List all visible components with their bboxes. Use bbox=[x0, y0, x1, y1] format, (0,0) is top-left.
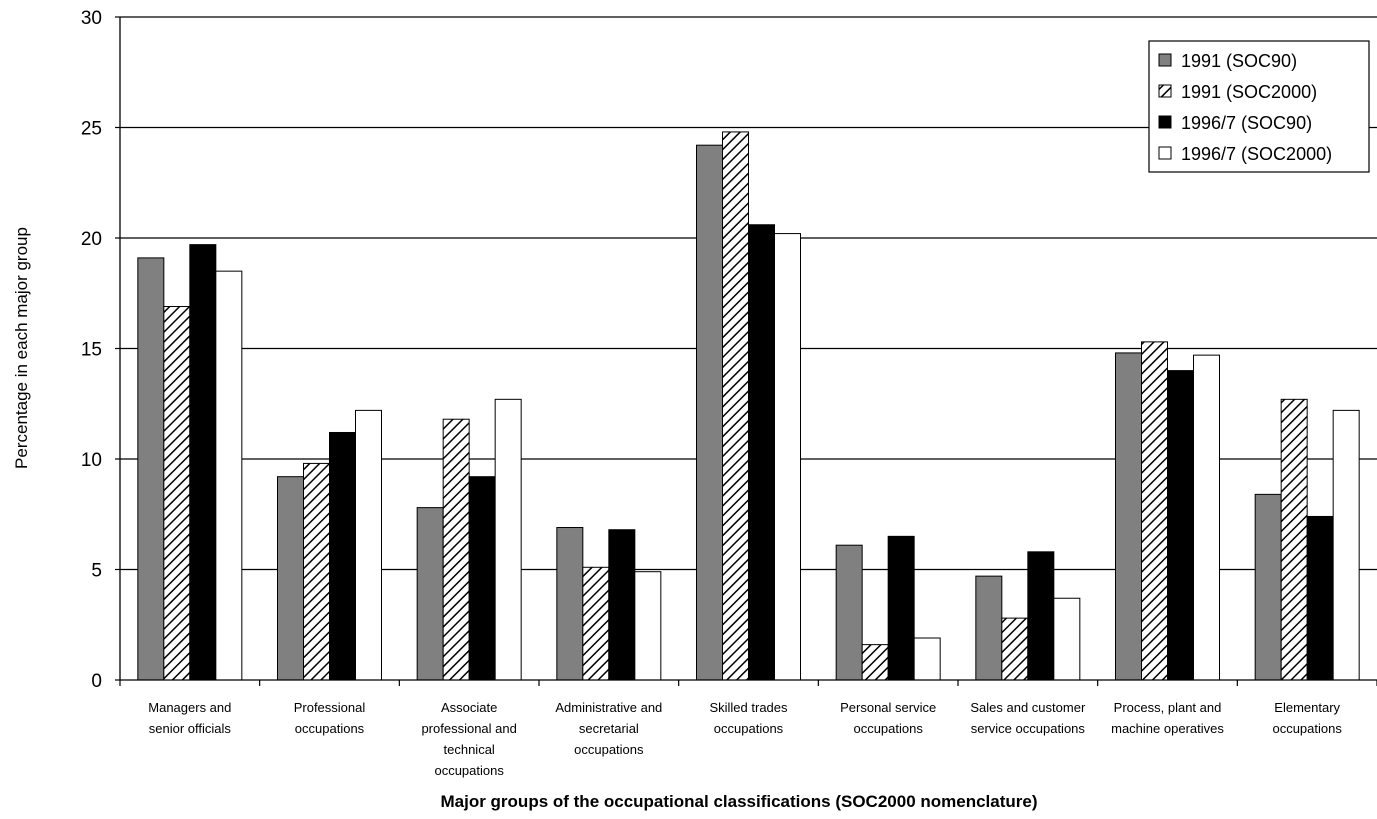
x-tick-label: Process, plant and machine operatives bbox=[1111, 700, 1224, 736]
bar bbox=[137, 257, 165, 681]
bar bbox=[861, 644, 889, 681]
bar bbox=[696, 144, 723, 681]
bar bbox=[303, 462, 330, 681]
bar bbox=[1115, 352, 1142, 681]
legend-label: 1991 (SOC90) bbox=[1181, 51, 1297, 71]
x-axis-title: Major groups of the occupational classif… bbox=[440, 792, 1037, 811]
bar bbox=[835, 544, 863, 681]
bar bbox=[215, 270, 243, 681]
bar bbox=[582, 566, 610, 681]
x-tick-label: Elementary occupations bbox=[1272, 700, 1342, 736]
bar bbox=[1001, 617, 1029, 681]
bar bbox=[608, 529, 636, 681]
bar bbox=[189, 244, 217, 681]
bar bbox=[494, 398, 522, 681]
y-tick-label: 5 bbox=[91, 561, 102, 582]
tick-labels: 0 5 10 15 20 25 30 Managers and senior officials… bbox=[81, 8, 1342, 778]
bars bbox=[137, 131, 1360, 681]
x-tick-label: Professional occupations bbox=[294, 700, 366, 736]
bar bbox=[1332, 409, 1360, 681]
bar bbox=[1254, 493, 1282, 681]
bar bbox=[468, 476, 496, 681]
bar bbox=[913, 637, 941, 681]
legend: 1991 (SOC90) 1991 (SOC2000) 1996/7 (SOC90)… bbox=[1148, 40, 1370, 173]
legend-box bbox=[1148, 40, 1370, 173]
y-axis-title: Percentage in each major group bbox=[12, 227, 31, 469]
y-tick-label: 25 bbox=[81, 119, 102, 140]
bar bbox=[416, 507, 444, 681]
y-tick-label: 20 bbox=[81, 229, 102, 250]
bar bbox=[442, 418, 470, 681]
bar bbox=[722, 131, 749, 681]
x-tick-label: Skilled trades occupations bbox=[709, 700, 788, 736]
x-tick-label: Personal service occupations bbox=[840, 700, 936, 736]
bar bbox=[748, 224, 775, 681]
y-tick-label: 15 bbox=[81, 340, 102, 361]
x-tick-label: Associate professional and technical occupa… bbox=[421, 700, 516, 778]
bar bbox=[163, 306, 191, 681]
x-tick-label: Administrative and secretarial occupations bbox=[555, 700, 662, 757]
bar bbox=[277, 476, 304, 681]
bar bbox=[634, 571, 662, 681]
x-tick-label: Sales and customer service occupations bbox=[970, 700, 1086, 736]
bar bbox=[1167, 370, 1194, 681]
legend-label: 1996/7 (SOC2000) bbox=[1181, 144, 1332, 164]
bar bbox=[1306, 515, 1334, 681]
legend-label: 1991 (SOC2000) bbox=[1181, 82, 1317, 102]
y-tick-label: 10 bbox=[81, 450, 102, 471]
bar bbox=[1141, 341, 1168, 681]
bar bbox=[1053, 597, 1081, 681]
legend-label: 1996/7 (SOC90) bbox=[1181, 113, 1312, 133]
y-tick-label: 30 bbox=[81, 8, 102, 29]
axes bbox=[115, 16, 1377, 686]
bar bbox=[556, 527, 584, 681]
bar bbox=[355, 409, 382, 681]
y-tick-label: 0 bbox=[91, 671, 102, 692]
bar bbox=[774, 233, 801, 681]
bar bbox=[1280, 398, 1308, 681]
bar bbox=[887, 535, 915, 681]
legend-swatch bbox=[1158, 53, 1172, 67]
legend-swatch bbox=[1158, 115, 1172, 129]
bar bbox=[329, 431, 356, 681]
legend-swatch bbox=[1158, 146, 1172, 160]
bar bbox=[1193, 354, 1220, 681]
bar bbox=[1027, 551, 1055, 681]
x-tick-label: Managers and senior officials bbox=[148, 700, 231, 736]
bar bbox=[975, 575, 1003, 681]
legend-swatch bbox=[1158, 84, 1172, 98]
